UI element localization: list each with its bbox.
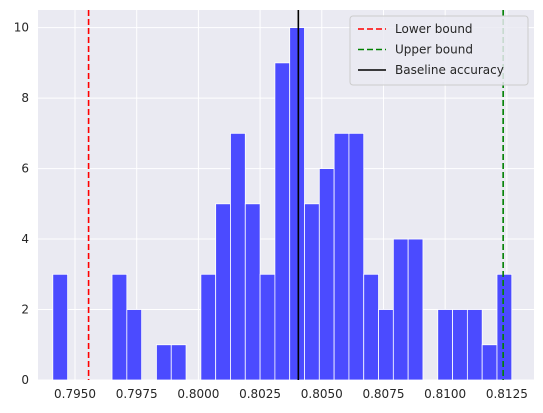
x-tick-label-5: 0.8075	[362, 387, 404, 401]
x-tick-label-6: 0.8100	[424, 387, 466, 401]
histogram-bar-20	[348, 132, 365, 381]
y-tick-label-1: 2	[21, 303, 29, 317]
histogram-bar-13	[244, 203, 261, 381]
histogram-bar-28	[466, 309, 483, 381]
histogram-bar-5	[126, 309, 143, 381]
histogram-bar-11	[215, 203, 231, 381]
histogram-bar-7	[156, 344, 172, 381]
histogram-bar-4	[111, 273, 128, 381]
histogram-bar-24	[407, 238, 424, 381]
y-tick-label-0: 0	[21, 373, 29, 387]
histogram-bar-0	[52, 273, 69, 381]
histogram-bar-23	[392, 238, 409, 381]
x-tick-label-1: 0.7975	[116, 387, 158, 401]
histogram-bar-21	[363, 273, 379, 381]
legend-label-0: Lower bound	[395, 22, 473, 36]
histogram-bar-14	[259, 273, 276, 381]
legend-box	[349, 15, 529, 86]
x-tick-label-4: 0.8050	[301, 387, 343, 401]
histogram-bar-16	[289, 27, 305, 381]
histogram-bar-8	[170, 344, 187, 381]
histogram-bar-26	[437, 309, 453, 381]
histogram-bars	[52, 27, 513, 381]
y-tick-label-3: 6	[21, 162, 29, 176]
histogram-bar-10	[200, 273, 217, 381]
histogram-bar-12	[230, 132, 246, 381]
y-tick-label-2: 4	[21, 232, 29, 246]
reference-lines	[87, 10, 504, 380]
x-tick-label-2: 0.8000	[177, 387, 219, 401]
histogram-bar-19	[333, 132, 350, 381]
histogram-bar-27	[452, 309, 468, 381]
histogram-bar-15	[274, 62, 291, 381]
histogram-bar-17	[304, 203, 320, 381]
legend: Lower bound Upper bound Baseline accuracy	[349, 15, 529, 86]
histogram-bar-22	[378, 309, 394, 381]
histogram-bar-30	[496, 273, 513, 381]
x-tick-label-3: 0.8025	[239, 387, 281, 401]
y-tick-label-5: 10	[14, 21, 29, 35]
x-axis-ticks: 0.7950 0.7975 0.8000 0.8025 0.8050 0.8075 0.81…	[54, 387, 528, 401]
histogram-bar-18	[318, 168, 335, 381]
x-tick-label-0: 0.7950	[54, 387, 96, 401]
legend-label-2: Baseline accuracy	[395, 63, 504, 77]
x-tick-label-7: 0.8125	[486, 387, 528, 401]
y-axis-ticks: 0 2 4 6 8 10	[14, 21, 29, 387]
legend-label-1: Upper bound	[395, 43, 473, 57]
y-tick-label-4: 8	[21, 91, 29, 105]
histogram-bar-29	[481, 344, 498, 381]
